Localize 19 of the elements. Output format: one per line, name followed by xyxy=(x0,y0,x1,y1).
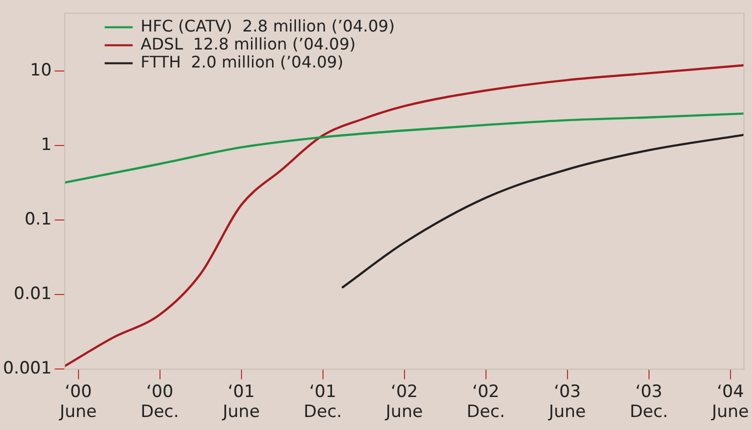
y-tick-label: 0.1 xyxy=(24,210,52,230)
legend-label: HFC (CATV) 2.8 million (’04.09) xyxy=(140,16,395,36)
y-tick-label: 1 xyxy=(40,135,52,156)
x-tick-label: ‘01 June xyxy=(222,382,260,422)
y-tick-label: 0.01 xyxy=(14,284,52,304)
y-tick-label: 0.001 xyxy=(2,358,52,379)
x-tick-label: ‘02 June xyxy=(384,382,423,422)
line-series xyxy=(64,112,744,184)
x-tick-label: ‘00 Dec. xyxy=(140,382,179,422)
legend-label: ADSL 12.8 million (’04.09) xyxy=(140,34,356,54)
line-series xyxy=(342,134,744,288)
x-tick-label: ‘03 Dec. xyxy=(630,382,668,422)
legend-label: FTTH 2.0 million (’04.09) xyxy=(140,52,344,72)
x-tick-label: ‘03 June xyxy=(548,382,586,422)
x-tick-label: ‘01 Dec. xyxy=(304,382,342,422)
x-tick-label: ‘04 June xyxy=(710,382,749,422)
x-tick-label: ‘00 June xyxy=(58,382,97,422)
y-tick-label: 10 xyxy=(30,60,52,81)
x-tick-label: ‘02 Dec. xyxy=(466,382,505,422)
